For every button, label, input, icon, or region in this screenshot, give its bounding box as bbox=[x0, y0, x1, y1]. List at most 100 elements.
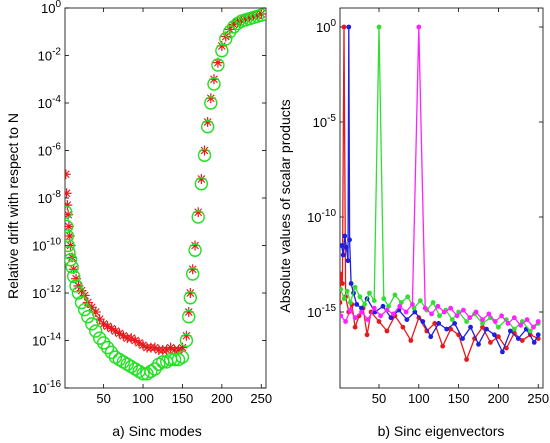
data-point bbox=[340, 252, 346, 258]
data-point bbox=[505, 321, 511, 326]
data-point bbox=[496, 324, 501, 330]
data-point bbox=[476, 341, 481, 347]
data-point bbox=[527, 328, 533, 334]
data-point bbox=[254, 8, 266, 22]
x-tick-label: 200 bbox=[211, 391, 233, 406]
data-point bbox=[357, 294, 363, 300]
data-point bbox=[78, 302, 92, 317]
data-point bbox=[429, 311, 434, 317]
data-point bbox=[436, 321, 442, 326]
data-point bbox=[398, 300, 404, 305]
data-point bbox=[92, 331, 107, 345]
data-point bbox=[65, 205, 73, 219]
data-point bbox=[499, 313, 505, 319]
plot-area-frame bbox=[339, 7, 544, 389]
data-point bbox=[511, 326, 517, 332]
series-2 bbox=[340, 24, 541, 355]
data-point bbox=[435, 303, 441, 309]
data-point bbox=[342, 233, 348, 239]
series-1 bbox=[340, 24, 541, 362]
data-point bbox=[384, 328, 390, 334]
data-point bbox=[411, 305, 417, 311]
data-point bbox=[460, 307, 466, 313]
data-point bbox=[519, 338, 525, 343]
y-tick-label: 10-4 bbox=[38, 94, 62, 111]
data-point bbox=[367, 290, 372, 296]
series-line bbox=[340, 26, 539, 332]
data-point bbox=[204, 96, 218, 110]
data-point bbox=[496, 334, 501, 340]
data-point bbox=[346, 24, 352, 30]
data-point bbox=[223, 25, 237, 39]
data-point bbox=[397, 303, 403, 309]
data-point bbox=[347, 300, 353, 305]
chart-panel-a: Relative drift with respect to N a) Sinc… bbox=[5, 0, 272, 439]
data-point bbox=[352, 284, 358, 290]
data-point bbox=[340, 281, 345, 286]
y-tick-label: 10-14 bbox=[32, 332, 61, 349]
data-point bbox=[535, 319, 541, 324]
data-point bbox=[392, 292, 398, 298]
data-point bbox=[182, 310, 196, 324]
data-point bbox=[448, 305, 454, 311]
data-point bbox=[378, 313, 383, 319]
data-point bbox=[430, 300, 436, 305]
data-point bbox=[492, 332, 497, 338]
data-point bbox=[412, 309, 418, 315]
data-point bbox=[348, 281, 354, 286]
data-point bbox=[66, 269, 81, 284]
data-point bbox=[212, 57, 223, 68]
y-tick-label: 10-12 bbox=[32, 284, 61, 301]
data-point bbox=[480, 324, 485, 330]
x-tick-label: 50 bbox=[372, 391, 386, 406]
data-point bbox=[365, 317, 371, 322]
data-point bbox=[422, 305, 428, 311]
y-tick-label: 100 bbox=[316, 18, 336, 35]
data-point bbox=[467, 315, 473, 321]
data-point bbox=[371, 305, 377, 311]
data-point bbox=[535, 332, 541, 338]
data-point bbox=[165, 342, 176, 353]
data-point bbox=[460, 336, 465, 341]
data-point bbox=[384, 307, 390, 313]
series-4 bbox=[340, 24, 541, 330]
data-point bbox=[175, 350, 190, 364]
data-point bbox=[65, 253, 78, 267]
data-point bbox=[405, 294, 411, 300]
data-point bbox=[65, 245, 76, 260]
data-point bbox=[376, 24, 382, 30]
data-point bbox=[404, 317, 410, 322]
x-tick-label: 100 bbox=[408, 391, 430, 406]
data-point bbox=[440, 343, 446, 349]
data-point bbox=[449, 317, 455, 322]
data-point bbox=[340, 313, 344, 319]
data-point bbox=[136, 367, 150, 381]
series-1 bbox=[65, 8, 266, 355]
data-point bbox=[376, 319, 382, 324]
data-point bbox=[492, 319, 498, 324]
y-tick-label: 100 bbox=[41, 0, 61, 16]
data-point bbox=[432, 321, 438, 326]
series-line bbox=[340, 26, 539, 362]
data-point bbox=[380, 303, 386, 309]
data-point bbox=[428, 334, 434, 340]
data-point bbox=[340, 286, 344, 292]
data-point bbox=[69, 279, 83, 293]
data-point bbox=[65, 260, 79, 274]
series-3 bbox=[340, 24, 541, 334]
data-point bbox=[473, 309, 479, 315]
data-point bbox=[96, 336, 111, 350]
data-point bbox=[454, 313, 460, 319]
x-tick-label: 150 bbox=[448, 391, 470, 406]
data-point bbox=[191, 210, 205, 224]
data-point bbox=[381, 296, 387, 302]
data-point bbox=[484, 326, 489, 332]
data-point bbox=[340, 300, 343, 305]
data-point bbox=[408, 338, 414, 343]
y-tick-label: 10-2 bbox=[38, 47, 62, 64]
data-point bbox=[464, 319, 469, 324]
chart-panel-b: Absolute values of scalar products b) Si… bbox=[277, 7, 549, 439]
data-point bbox=[524, 317, 530, 322]
y-tick-label: 10-6 bbox=[38, 142, 62, 159]
